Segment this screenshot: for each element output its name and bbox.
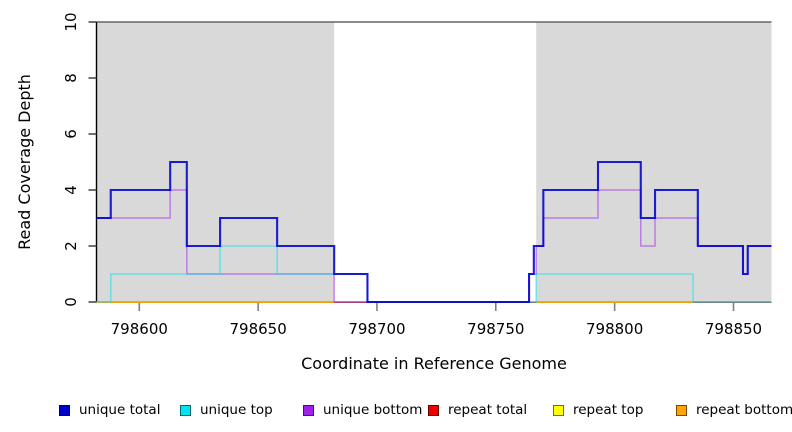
x-tick-label: 798700 bbox=[348, 320, 405, 338]
legend-item-repeat-total: repeat total bbox=[428, 401, 527, 419]
legend-swatch-icon bbox=[59, 404, 70, 416]
legend-item-repeat-top: repeat top bbox=[553, 401, 643, 419]
y-tick-label: 10 bbox=[62, 12, 80, 31]
legend-swatch-icon bbox=[428, 404, 439, 416]
legend: unique total unique top unique bottom repea… bbox=[0, 401, 792, 423]
y-tick-label: 2 bbox=[62, 241, 80, 251]
legend-swatch-icon bbox=[180, 404, 191, 416]
x-tick-label: 798600 bbox=[111, 320, 168, 338]
series-unique-total bbox=[96, 160, 772, 304]
legend-label: unique top bbox=[200, 402, 273, 418]
x-tick-label: 798850 bbox=[705, 320, 762, 338]
shaded-region bbox=[96, 22, 335, 302]
legend-label: unique total bbox=[79, 402, 161, 418]
legend-label: repeat total bbox=[448, 402, 528, 418]
x-tick-label: 798750 bbox=[467, 320, 524, 338]
legend-label: unique bottom bbox=[323, 402, 423, 418]
x-tick-label: 798650 bbox=[229, 320, 286, 338]
y-tick-label: 0 bbox=[62, 297, 80, 307]
coverage-chart: 798600 798650 798700 798750 798800 798850 0 2 4 6… bbox=[15, 12, 772, 373]
legend-swatch-icon bbox=[553, 404, 564, 416]
legend-label: repeat top bbox=[573, 402, 644, 418]
y-tick-label: 6 bbox=[62, 129, 80, 139]
x-tick-label: 798800 bbox=[586, 320, 643, 338]
y-tick-label: 4 bbox=[62, 185, 80, 195]
y-tick-label: 8 bbox=[62, 73, 80, 83]
x-axis-title: Coordinate in Reference Genome bbox=[301, 354, 567, 373]
legend-item-unique-top: unique top bbox=[180, 401, 273, 419]
series-unique-top bbox=[96, 245, 772, 303]
y-axis-title: Read Coverage Depth bbox=[15, 74, 34, 250]
legend-label: repeat bottom bbox=[696, 402, 792, 418]
legend-item-unique-bottom: unique bottom bbox=[303, 401, 422, 419]
legend-item-unique-total: unique total bbox=[59, 401, 160, 419]
legend-swatch-icon bbox=[676, 404, 687, 416]
legend-item-repeat-bottom: repeat bottom bbox=[676, 401, 792, 419]
shaded-region bbox=[536, 22, 772, 302]
legend-swatch-icon bbox=[303, 404, 314, 416]
